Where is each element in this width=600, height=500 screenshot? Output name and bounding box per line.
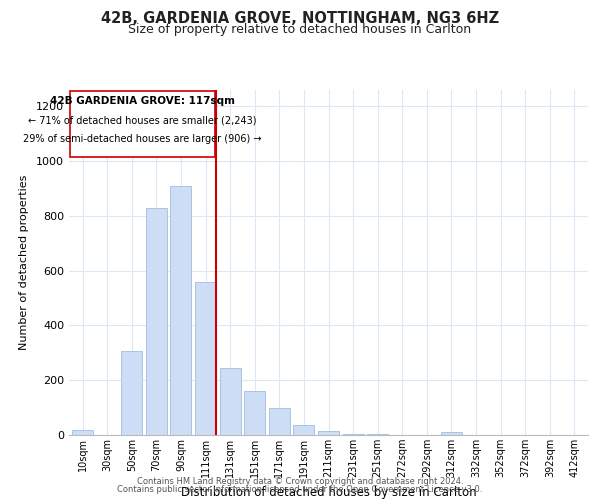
- Text: 29% of semi-detached houses are larger (906) →: 29% of semi-detached houses are larger (…: [23, 134, 262, 144]
- Text: Contains HM Land Registry data © Crown copyright and database right 2024.: Contains HM Land Registry data © Crown c…: [137, 477, 463, 486]
- Bar: [170, 186, 191, 435]
- Bar: [293, 426, 314, 435]
- Bar: [269, 408, 290, 435]
- Text: ← 71% of detached houses are smaller (2,243): ← 71% of detached houses are smaller (2,…: [28, 115, 257, 125]
- Bar: [121, 352, 142, 435]
- Bar: [72, 430, 93, 435]
- Bar: [441, 432, 462, 435]
- Bar: [220, 368, 241, 435]
- Bar: [195, 282, 216, 435]
- Text: 42B, GARDENIA GROVE, NOTTINGHAM, NG3 6HZ: 42B, GARDENIA GROVE, NOTTINGHAM, NG3 6HZ: [101, 11, 499, 26]
- FancyBboxPatch shape: [70, 92, 215, 157]
- Text: Contains public sector information licensed under the Open Government Licence v3: Contains public sector information licen…: [118, 484, 482, 494]
- Bar: [146, 208, 167, 435]
- Bar: [318, 431, 339, 435]
- Bar: [367, 434, 388, 435]
- Bar: [343, 434, 364, 435]
- Text: Size of property relative to detached houses in Carlton: Size of property relative to detached ho…: [128, 22, 472, 36]
- Y-axis label: Number of detached properties: Number of detached properties: [19, 175, 29, 350]
- Bar: [244, 391, 265, 435]
- X-axis label: Distribution of detached houses by size in Carlton: Distribution of detached houses by size …: [181, 486, 476, 498]
- Text: 42B GARDENIA GROVE: 117sqm: 42B GARDENIA GROVE: 117sqm: [50, 96, 235, 106]
